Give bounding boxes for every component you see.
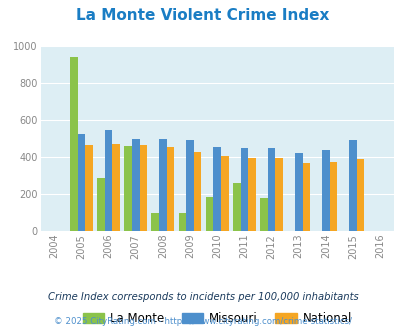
Bar [159,139,166,231]
Bar [302,163,309,231]
Bar [112,144,119,231]
Bar [232,183,240,231]
Bar [151,214,159,231]
Bar [132,139,139,231]
Text: La Monte Violent Crime Index: La Monte Violent Crime Index [76,8,329,23]
Bar [139,145,147,231]
Bar [178,214,186,231]
Bar [70,57,77,231]
Bar [247,158,255,231]
Bar [205,197,213,231]
Text: © 2025 CityRating.com - https://www.cityrating.com/crime-statistics/: © 2025 CityRating.com - https://www.city… [54,317,351,326]
Legend: La Monte, Missouri, National: La Monte, Missouri, National [78,307,356,330]
Bar [321,150,329,231]
Bar [240,148,247,231]
Bar [85,145,92,231]
Bar [356,159,364,231]
Bar [329,162,337,231]
Bar [77,134,85,231]
Bar [124,146,132,231]
Bar [104,130,112,231]
Bar [220,156,228,231]
Bar [193,151,201,231]
Bar [348,140,356,231]
Bar [166,147,174,231]
Bar [186,141,193,231]
Bar [97,178,104,231]
Text: Crime Index corresponds to incidents per 100,000 inhabitants: Crime Index corresponds to incidents per… [47,292,358,302]
Bar [213,147,220,231]
Bar [260,198,267,231]
Bar [267,148,275,231]
Bar [294,153,302,231]
Bar [275,158,282,231]
